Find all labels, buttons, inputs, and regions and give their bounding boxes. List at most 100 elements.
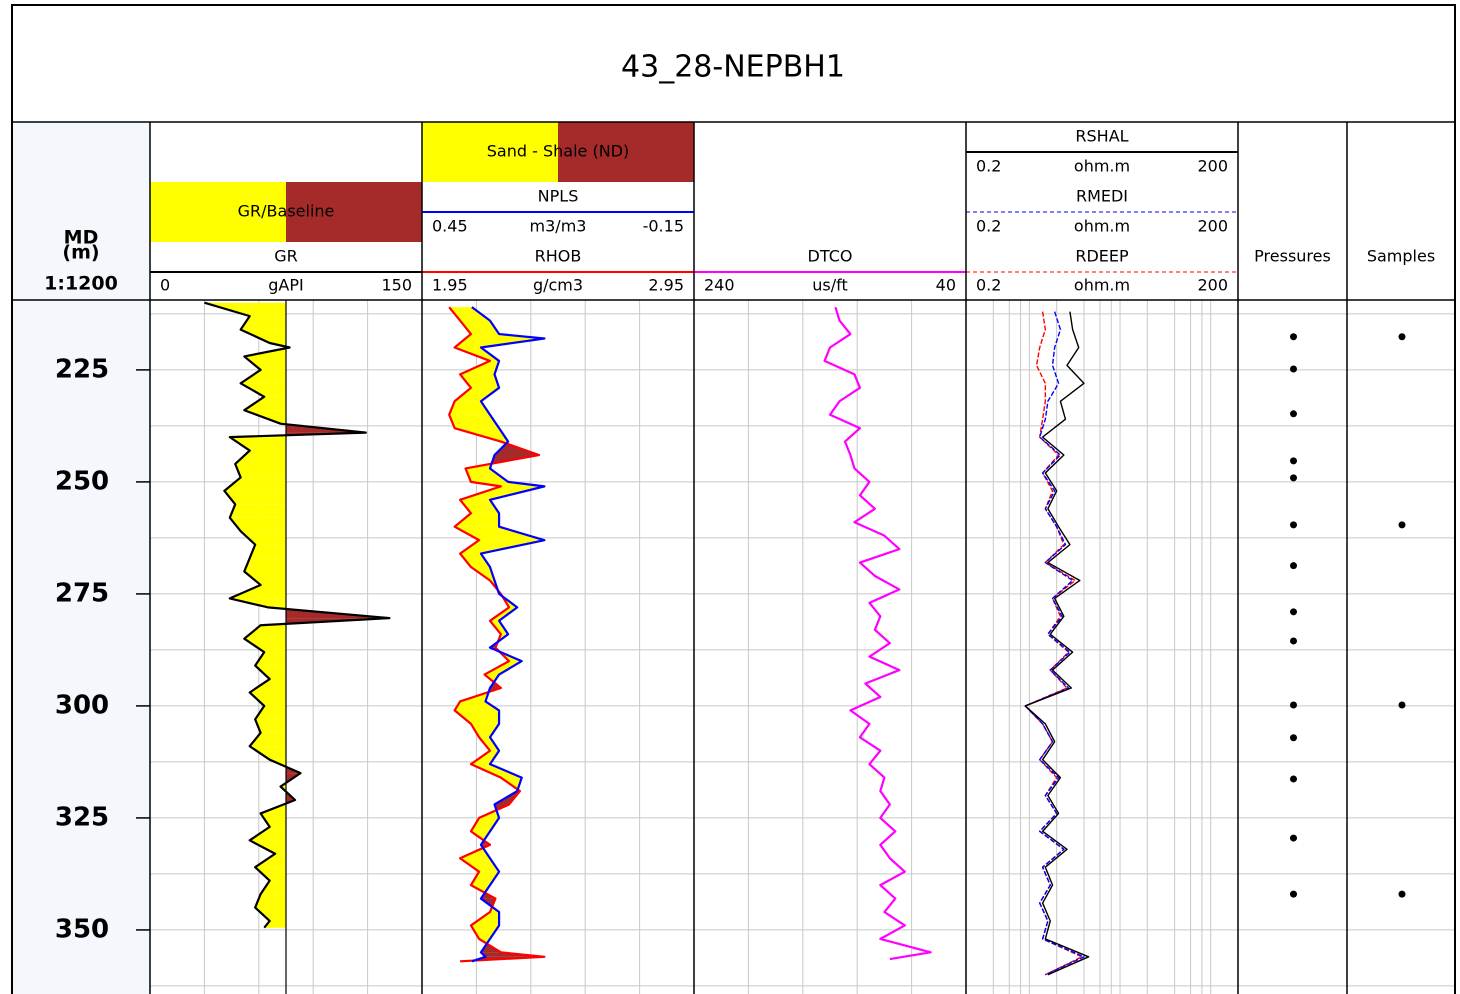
curve-unit: ohm.m [1074, 157, 1130, 176]
curve-unit: m3/m3 [530, 217, 587, 236]
scale-max: -0.15 [643, 217, 684, 236]
log-curve [448, 306, 546, 963]
track-name: Pressures [1254, 247, 1331, 266]
frame [11, 4, 1456, 994]
fill-area [255, 867, 286, 881]
depth-unit-label: MD [64, 227, 99, 249]
fill-area [244, 356, 286, 370]
fill-area [484, 661, 522, 675]
fill-area [249, 746, 286, 760]
fill-area [454, 513, 500, 527]
fill-area [240, 329, 286, 344]
depth-tick-label: 275 [55, 578, 109, 608]
point-marker [1290, 834, 1297, 842]
fill-area [470, 912, 500, 926]
scale-max: 150 [381, 276, 412, 295]
fill-area [240, 383, 286, 397]
fill-area [479, 737, 500, 751]
depth-tick-label: 250 [55, 466, 109, 496]
fill-area [249, 544, 286, 559]
fill-area [255, 665, 286, 680]
scale-min: 0.45 [432, 217, 468, 236]
fill-area [249, 826, 286, 841]
scale-max: 200 [1197, 157, 1228, 176]
fill-legend-right [558, 122, 694, 182]
fill-area [490, 607, 518, 621]
fill-area [490, 620, 509, 635]
fill-area [229, 437, 286, 451]
fill-area [229, 584, 286, 599]
scale-max: 2.95 [648, 276, 684, 295]
fill-area [260, 880, 286, 895]
log-curve [1024, 311, 1083, 976]
scale-max: 200 [1197, 276, 1228, 295]
fill-area [449, 401, 490, 415]
fill-area [240, 316, 286, 330]
log-curve [471, 306, 546, 963]
fill-area [244, 625, 286, 639]
point-marker [1398, 701, 1406, 709]
fill-area [460, 858, 500, 872]
curve-name: NPLS [538, 187, 579, 206]
scale-min: 0 [160, 276, 170, 295]
fill-area [260, 813, 286, 827]
point-marker [1398, 521, 1406, 529]
fill-area [240, 369, 286, 384]
fill-area [449, 307, 490, 321]
fill-legend-left [150, 182, 286, 242]
curve-name: RMEDI [1076, 187, 1128, 206]
fill-legend-right [286, 182, 422, 242]
point-marker [1290, 474, 1297, 482]
fill-area [255, 853, 286, 868]
curve-unit: us/ft [812, 276, 848, 295]
fill-area [465, 468, 509, 482]
fill-area [255, 894, 286, 908]
fill-area [460, 374, 500, 388]
depth-track-bg [12, 122, 150, 994]
depth-tick-label: 350 [55, 914, 109, 944]
curve-name: DTCO [808, 247, 853, 266]
chart-title: 43_28-NEPBH1 [621, 50, 845, 85]
fill-area [229, 504, 286, 518]
log-curve [823, 306, 932, 961]
scale-min: 240 [704, 276, 735, 295]
point-marker [1398, 890, 1406, 898]
point-marker [1290, 457, 1297, 465]
fill-area [224, 477, 286, 491]
fill-area [454, 710, 500, 724]
curve-unit: ohm.m [1074, 276, 1130, 295]
fill-area [244, 558, 286, 572]
curve-name: RSHAL [1075, 127, 1128, 146]
fill-area [454, 526, 545, 541]
fill-area [249, 679, 286, 693]
curve-unit: ohm.m [1074, 217, 1130, 236]
fill-area [460, 320, 500, 335]
scale-min: 1.95 [432, 276, 468, 295]
scale-min: 0.2 [976, 157, 1001, 176]
fill-area [249, 692, 286, 706]
fill-area [235, 463, 286, 478]
tracks: MD(m) 1:1200 225 250 275 300 325 350 GR/Baseline… [44, 122, 1456, 994]
point-marker [1290, 365, 1297, 373]
point-marker [1398, 333, 1406, 341]
fill-area [244, 396, 286, 411]
curve-name: RDEEP [1075, 247, 1129, 266]
point-marker [1290, 333, 1297, 341]
curve-unit: g/cm3 [533, 276, 583, 295]
fill-area [470, 764, 522, 778]
point-marker [1290, 521, 1297, 529]
curve-unit: gAPI [268, 276, 303, 295]
depth-tick-label: 325 [55, 802, 109, 832]
curve-name: RHOB [535, 247, 582, 266]
fill-area [460, 499, 500, 514]
fill-area [244, 638, 286, 653]
scale-max: 40 [936, 276, 956, 295]
fill-area [470, 481, 545, 487]
fill-area [204, 302, 286, 317]
scale-max: 200 [1197, 217, 1228, 236]
fill-area [255, 719, 286, 733]
depth-scale: 1:1200 [44, 273, 118, 295]
fill-area [244, 571, 286, 585]
depth-tick-label: 300 [55, 690, 109, 720]
